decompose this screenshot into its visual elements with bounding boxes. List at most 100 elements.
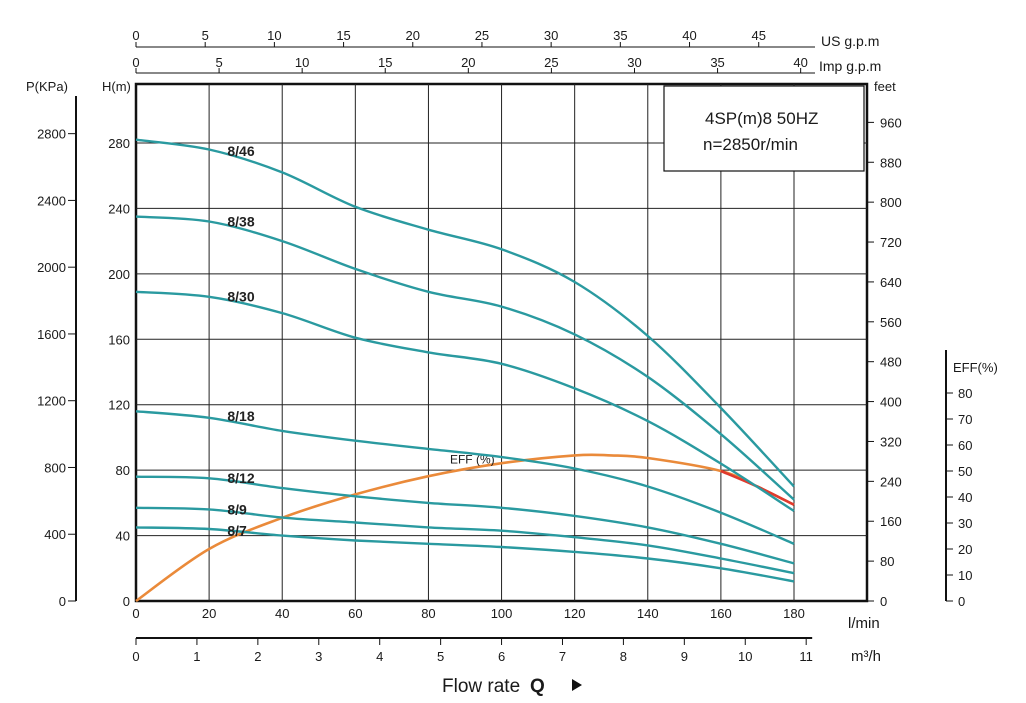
tick-label-us-gpm: 25 [475,28,489,43]
tick-label-eff: 10 [958,568,972,583]
tick-label-head: 40 [116,529,130,544]
tick-label-m3h: 7 [559,649,566,664]
tick-label-us-gpm: 5 [202,28,209,43]
curve-8-46 [135,138,795,488]
tick-label-m3h: 10 [738,649,752,664]
tick-label-m3h: 6 [498,649,505,664]
tick-label-imp-gpm: 35 [710,55,724,70]
pressure-axis-label: P(KPa) [26,79,68,94]
tick-label-head: 120 [108,398,130,413]
tick-label-m3h: 9 [681,649,688,664]
info-box-speed: n=2850r/min [703,135,798,154]
tick-label-lmin: 20 [202,606,216,621]
tick-label-feet: 960 [880,115,902,130]
tick-label-m3h: 1 [193,649,200,664]
tick-label-imp-gpm: 15 [378,55,392,70]
curve-label-8-30: 8/30 [227,289,254,305]
tick-label-m3h: 0 [132,649,139,664]
tick-label-imp-gpm: 25 [544,55,558,70]
tick-label-pressure: 2800 [37,127,66,142]
tick-label-us-gpm: 10 [267,28,281,43]
tick-label-eff: 80 [958,386,972,401]
curve-8-12 [135,475,795,565]
tick-label-pressure: 2000 [37,260,66,275]
us-gpm-axis-label: US g.p.m [821,33,879,49]
tick-label-us-gpm: 35 [613,28,627,43]
tick-label-eff: 30 [958,516,972,531]
tick-label-m3h: 2 [254,649,261,664]
tick-label-eff: 0 [958,594,965,609]
curve-label-8-46: 8/46 [227,143,254,159]
tick-label-us-gpm: 45 [751,28,765,43]
tick-label-lmin: 120 [564,606,586,621]
curve-label-8-38: 8/38 [227,213,254,229]
curve-label-8-18: 8/18 [227,408,254,424]
tick-label-m3h: 11 [799,649,813,664]
tick-label-lmin: 60 [348,606,362,621]
tick-label-feet: 720 [880,235,902,250]
curve-8-18 [135,410,795,545]
curve-label-8-7: 8/7 [227,523,247,539]
tick-label-pressure: 2400 [37,193,66,208]
tick-label-lmin: 0 [132,606,139,621]
tick-label-lmin: 40 [275,606,289,621]
grid [134,82,869,603]
tick-label-head: 280 [108,136,130,151]
tick-label-eff: 20 [958,542,972,557]
tick-label-feet: 240 [880,474,902,489]
tick-label-imp-gpm: 20 [461,55,475,70]
curve-8-9 [135,506,795,575]
tick-label-feet: 480 [880,355,902,370]
imp-gpm-axis-label: Imp g.p.m [819,58,881,74]
flow-rate-symbol: Q [530,676,545,697]
tick-label-lmin: 140 [637,606,659,621]
efficiency-label: EFF (%) [450,453,495,467]
tick-label-feet: 320 [880,434,902,449]
info-box-title: 4SP(m)8 50HZ [705,109,818,128]
tick-label-us-gpm: 15 [336,28,350,43]
curve-label-8-12: 8/12 [227,470,254,486]
tick-label-feet: 560 [880,315,902,330]
tick-label-head: 80 [116,463,130,478]
tick-label-eff: 70 [958,412,972,427]
tick-label-lmin: 180 [783,606,805,621]
tick-label-us-gpm: 40 [682,28,696,43]
curve-8-30 [135,290,795,513]
tick-label-eff: 40 [958,490,972,505]
tick-label-m3h: 5 [437,649,444,664]
tick-label-lmin: 80 [421,606,435,621]
tick-label-m3h: 4 [376,649,383,664]
curve-8-38 [135,215,795,501]
tick-label-feet: 880 [880,155,902,170]
tick-label-pressure: 800 [44,460,66,475]
tick-label-feet: 640 [880,275,902,290]
info-box: 4SP(m)8 50HZ n=2850r/min [663,85,865,172]
pump-curves: EFF (%) 8/46 8/38 8/30 8/18 8/12 8/9 8/7 [135,138,795,603]
tick-label-imp-gpm: 40 [793,55,807,70]
m3h-axis-label: m³/h [851,648,881,665]
tick-label-head: 160 [108,332,130,347]
tick-label-head: 200 [108,267,130,282]
eff-axis-label: EFF(%) [953,360,998,375]
info-box-frame [663,85,865,172]
curve-label-8-9: 8/9 [227,501,247,517]
flow-arrow-icon [572,679,582,691]
curve-8-7 [135,526,795,583]
tick-label-pressure: 1600 [37,327,66,342]
tick-label-imp-gpm: 30 [627,55,641,70]
tick-label-head: 240 [108,201,130,216]
tick-label-eff: 50 [958,464,972,479]
tick-label-feet: 0 [880,594,887,609]
tick-label-m3h: 8 [620,649,627,664]
tick-label-head: 0 [123,594,130,609]
tick-label-imp-gpm: 5 [215,55,222,70]
tick-label-pressure: 400 [44,527,66,542]
flow-rate-title: Flow rate Q [442,676,582,697]
tick-label-pressure: 0 [59,594,66,609]
tick-label-eff: 60 [958,438,972,453]
tick-label-lmin: 160 [710,606,732,621]
tick-label-feet: 800 [880,195,902,210]
head-axis-label: H(m) [102,79,131,94]
tick-label-us-gpm: 30 [544,28,558,43]
